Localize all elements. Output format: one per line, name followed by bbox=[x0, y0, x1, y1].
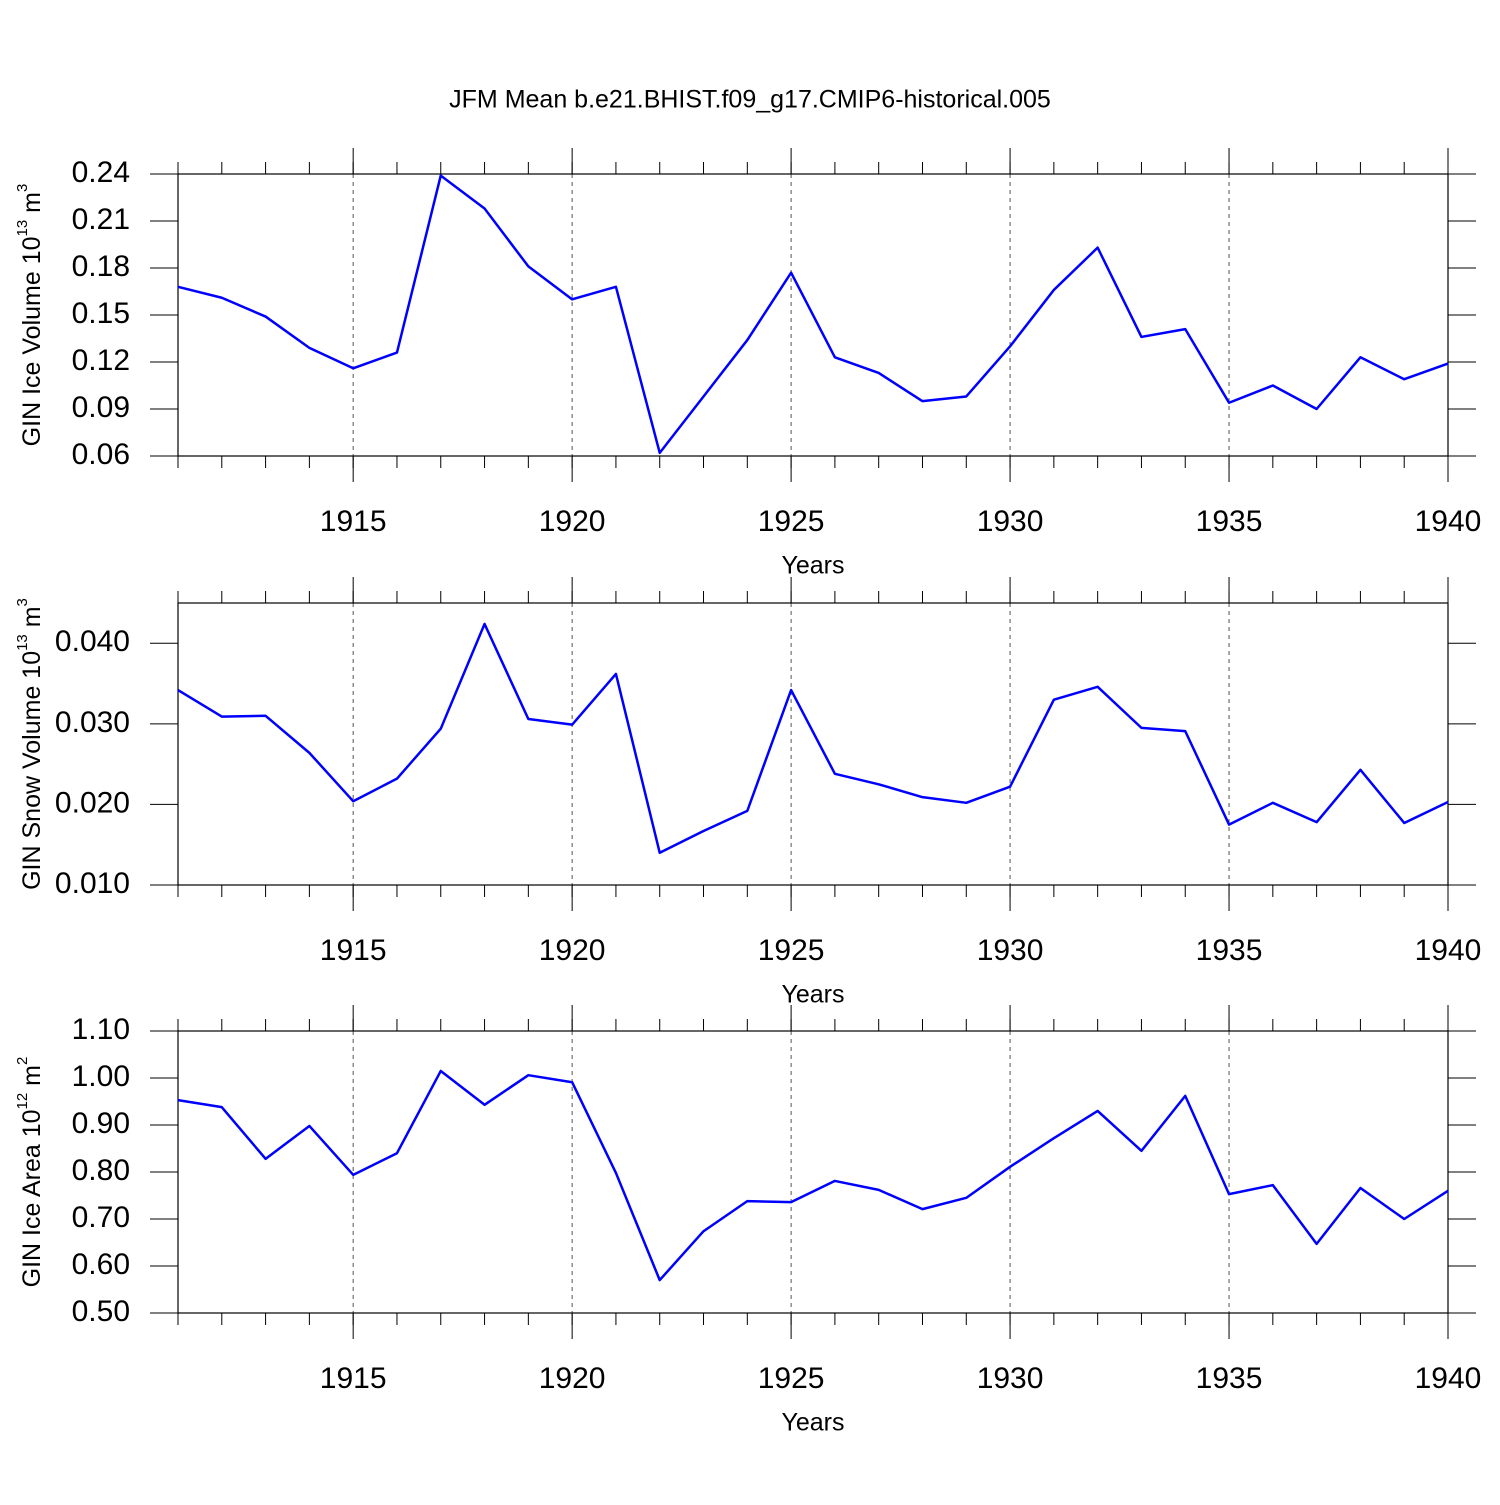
y-axis-label-exponent: 13 bbox=[14, 220, 31, 237]
y-tick-label: 1.00 bbox=[72, 1060, 130, 1093]
y-tick-label: 0.030 bbox=[55, 706, 130, 739]
plot-frame bbox=[177, 1030, 1449, 1314]
x-tick-label: 1935 bbox=[1196, 505, 1263, 538]
y-tick-label: 0.70 bbox=[72, 1201, 130, 1234]
x-tick-label: 1920 bbox=[539, 505, 606, 538]
y-tick-label: 1.10 bbox=[72, 1013, 130, 1046]
x-tick-label: 1920 bbox=[539, 934, 606, 967]
y-tick-label: 0.18 bbox=[72, 250, 130, 283]
y-axis-label-part: m bbox=[18, 192, 46, 220]
figure-title: JFM Mean b.e21.BHIST.f09_g17.CMIP6-histo… bbox=[449, 86, 1051, 114]
y-tick-label: 0.06 bbox=[72, 438, 130, 471]
y-tick-label: 0.09 bbox=[72, 391, 130, 424]
x-axis-label: Years bbox=[781, 981, 844, 1009]
y-tick-label: 0.020 bbox=[55, 786, 130, 819]
y-tick-label: 0.21 bbox=[72, 203, 130, 236]
y-tick-label: 0.040 bbox=[55, 625, 130, 658]
y-axis-label-part: GIN Ice Area 10 bbox=[18, 1109, 46, 1287]
y-tick-label: 0.24 bbox=[72, 156, 130, 189]
y-axis-label: GIN Ice Volume 1013 m3 bbox=[14, 184, 46, 447]
data-line bbox=[177, 174, 1449, 455]
x-tick-label: 1915 bbox=[320, 1362, 387, 1395]
y-tick-label: 0.60 bbox=[72, 1248, 130, 1281]
y-axis-label-exponent: 2 bbox=[14, 1057, 31, 1065]
y-tick-label: 0.90 bbox=[72, 1107, 130, 1140]
y-tick-label: 0.010 bbox=[55, 867, 130, 900]
y-axis-label-exponent: 3 bbox=[14, 184, 31, 192]
data-line bbox=[177, 622, 1449, 855]
x-axis-label: Years bbox=[781, 1409, 844, 1437]
y-axis-label-exponent: 12 bbox=[14, 1093, 31, 1110]
y-axis-label-part: GIN Snow Volume 10 bbox=[18, 651, 46, 890]
y-axis-label-exponent: 13 bbox=[14, 634, 31, 651]
y-tick-label: 0.50 bbox=[72, 1295, 130, 1328]
y-axis-label: GIN Ice Area 1012 m2 bbox=[14, 1057, 46, 1288]
x-tick-label: 1930 bbox=[977, 505, 1044, 538]
x-axis-label: Years bbox=[781, 552, 844, 580]
y-axis-label-part: m bbox=[18, 606, 46, 634]
x-tick-label: 1940 bbox=[1415, 505, 1482, 538]
x-tick-label: 1940 bbox=[1415, 934, 1482, 967]
x-tick-label: 1930 bbox=[977, 934, 1044, 967]
plot-frame bbox=[177, 602, 1449, 886]
y-tick-label: 0.15 bbox=[72, 297, 130, 330]
x-tick-label: 1915 bbox=[320, 505, 387, 538]
x-tick-label: 1930 bbox=[977, 1362, 1044, 1395]
x-tick-label: 1915 bbox=[320, 934, 387, 967]
y-axis-label-part: m bbox=[18, 1065, 46, 1093]
x-tick-label: 1935 bbox=[1196, 1362, 1263, 1395]
x-tick-label: 1920 bbox=[539, 1362, 606, 1395]
x-tick-label: 1925 bbox=[758, 1362, 825, 1395]
y-axis-label-exponent: 3 bbox=[14, 598, 31, 606]
x-tick-label: 1940 bbox=[1415, 1362, 1482, 1395]
y-tick-label: 0.12 bbox=[72, 344, 130, 377]
x-tick-label: 1925 bbox=[758, 934, 825, 967]
y-axis-label-part: GIN Ice Volume 10 bbox=[18, 236, 46, 446]
y-tick-label: 0.80 bbox=[72, 1154, 130, 1187]
y-axis-label: GIN Snow Volume 1013 m3 bbox=[14, 598, 46, 890]
x-tick-label: 1935 bbox=[1196, 934, 1263, 967]
x-tick-label: 1925 bbox=[758, 505, 825, 538]
data-line bbox=[177, 1069, 1449, 1282]
